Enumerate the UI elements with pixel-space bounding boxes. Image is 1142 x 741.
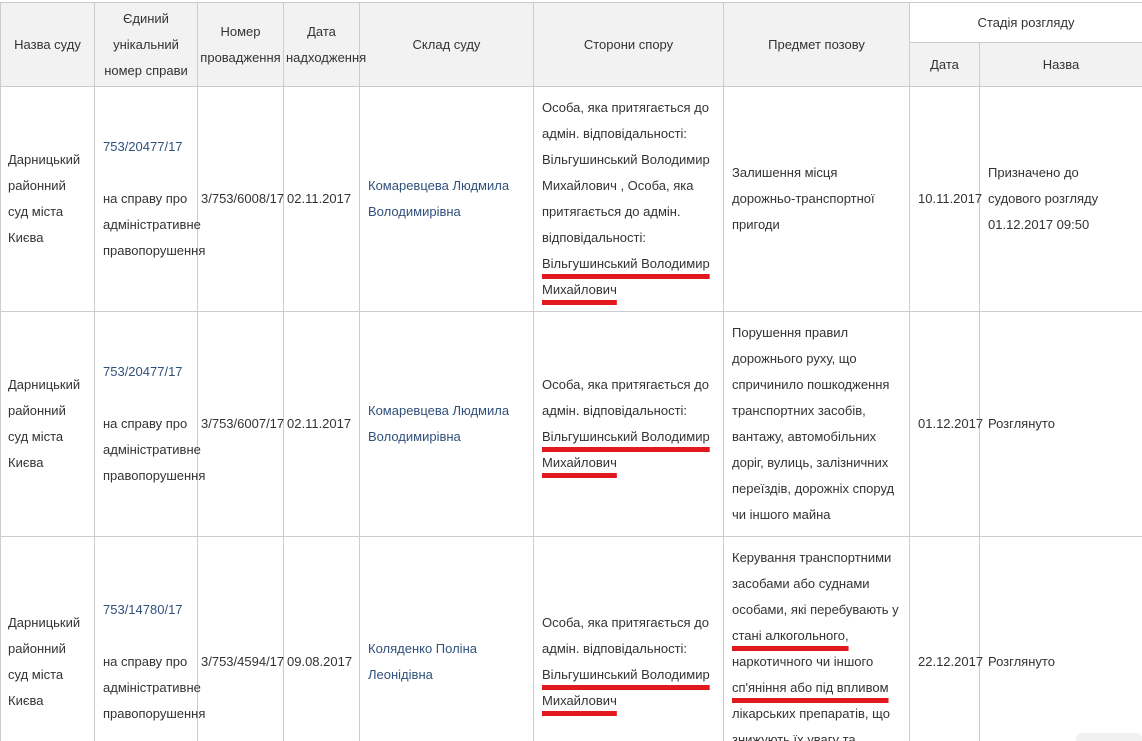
scrollbar-horizontal-thumb[interactable]: [1076, 733, 1142, 741]
col-header-receipt-date: Дата надходження: [283, 2, 366, 87]
col-header-parties: Сторони спору: [533, 2, 724, 87]
table-row: Дарницький районний суд міста Києва 753/…: [0, 536, 1142, 741]
case-number-cell: 753/20477/17 на справу про адміністратив…: [94, 311, 206, 537]
col-header-composition: Склад суду: [359, 2, 534, 87]
case-number-cell: 753/14780/17 на справу про адміністратив…: [94, 536, 206, 741]
parties-text: Особа, яка притягається до адмін. відпов…: [542, 100, 710, 245]
stage-date: 22.12.2017: [909, 536, 983, 741]
case-type-label: на справу про адміністративне правопоруш…: [103, 416, 206, 483]
stage-date: 01.12.2017: [909, 311, 983, 537]
receipt-date: 02.11.2017: [283, 86, 360, 312]
court-name: Дарницький районний суд міста Києва: [0, 311, 95, 537]
parties-text: Особа, яка притягається до адмін. відпов…: [542, 377, 709, 418]
subject-text: Залишення місця дорожньо-транспортної пр…: [732, 165, 875, 232]
case-number-link[interactable]: 753/20477/17: [103, 139, 183, 154]
parties-text: Особа, яка притягається до адмін. відпов…: [542, 615, 709, 656]
proceeding-number: 3/753/6007/17: [197, 311, 284, 537]
table-header: Назва суду Єдиний унікальний номер справ…: [0, 2, 1142, 87]
case-number-link[interactable]: 753/14780/17: [103, 602, 183, 617]
stage-name: Розглянуто: [979, 311, 1142, 537]
parties-text-marked: Вільгушинський Володимир Михайлович: [542, 256, 710, 297]
judge-link[interactable]: Коляденко Поліна Леонідівна: [368, 641, 477, 682]
judge-link[interactable]: Комаревцева Людмила Володимирівна: [368, 178, 510, 219]
parties-cell: Особа, яка притягається до адмін. відпов…: [533, 536, 724, 741]
court-name: Дарницький районний суд міста Києва: [0, 86, 95, 312]
proceeding-number: 3/753/4594/17: [197, 536, 284, 741]
subject-cell: Залишення місця дорожньо-транспортної пр…: [723, 86, 910, 312]
stage-name: Призначено до судового розгляду 01.12.20…: [979, 86, 1142, 312]
proceeding-number: 3/753/6008/17: [197, 86, 284, 312]
stage-date: 10.11.2017: [909, 86, 982, 312]
composition-cell: Коляденко Поліна Леонідівна: [359, 536, 534, 741]
table-row: Дарницький районний суд міста Києва 753/…: [0, 311, 1142, 537]
parties-text-marked: Вільгушинський Володимир Михайлович: [542, 429, 710, 470]
col-header-case-number: Єдиний унікальний номер справи: [94, 2, 198, 87]
composition-cell: Комаревцева Людмила Володимирівна: [359, 311, 534, 537]
case-type-label: на справу про адміністративне правопоруш…: [103, 654, 206, 721]
case-number-link[interactable]: 753/20477/17: [103, 364, 183, 379]
col-header-proceeding-number: Номер провадження: [197, 2, 284, 87]
subject-cell: Порушення правил дорожнього руху, що спр…: [723, 311, 910, 537]
case-type-label: на справу про адміністративне правопоруш…: [103, 191, 206, 258]
judge-link[interactable]: Комаревцева Людмила Володимирівна: [368, 403, 510, 444]
court-name: Дарницький районний суд міста Києва: [0, 536, 95, 741]
receipt-date: 02.11.2017: [283, 311, 360, 537]
table-row: Дарницький районний суд міста Києва 753/…: [0, 86, 1142, 312]
subject-cell: Керування транспортними засобами або суд…: [723, 536, 910, 741]
col-header-stage-group: Стадія розгляду: [909, 2, 1142, 43]
receipt-date: 09.08.2017: [283, 536, 360, 741]
col-header-stage-date: Дата: [909, 42, 980, 87]
subject-text: наркотичного чи іншого: [732, 654, 874, 669]
stage-name: Розглянуто: [979, 536, 1142, 741]
parties-cell: Особа, яка притягається до адмін. відпов…: [533, 311, 724, 537]
col-header-court: Назва суду: [0, 2, 95, 87]
subject-text-marked: сп'яніння або під впливом: [732, 680, 889, 695]
subject-text: лікарських препаратів, що знижують їх ув…: [732, 706, 890, 741]
col-header-subject: Предмет позову: [723, 2, 910, 87]
col-header-stage-name: Назва: [979, 42, 1142, 87]
case-number-cell: 753/20477/17 на справу про адміністратив…: [94, 86, 206, 312]
composition-cell: Комаревцева Людмила Володимирівна: [359, 86, 534, 312]
subject-text-marked: стані алкогольного,: [732, 628, 849, 643]
subject-text: Керування транспортними засобами або суд…: [732, 550, 899, 617]
parties-text-marked: Вільгушинський Володимир Михайлович: [542, 667, 710, 708]
parties-cell: Особа, яка притягається до адмін. відпов…: [533, 86, 724, 312]
subject-text: Порушення правил дорожнього руху, що спр…: [732, 325, 895, 522]
